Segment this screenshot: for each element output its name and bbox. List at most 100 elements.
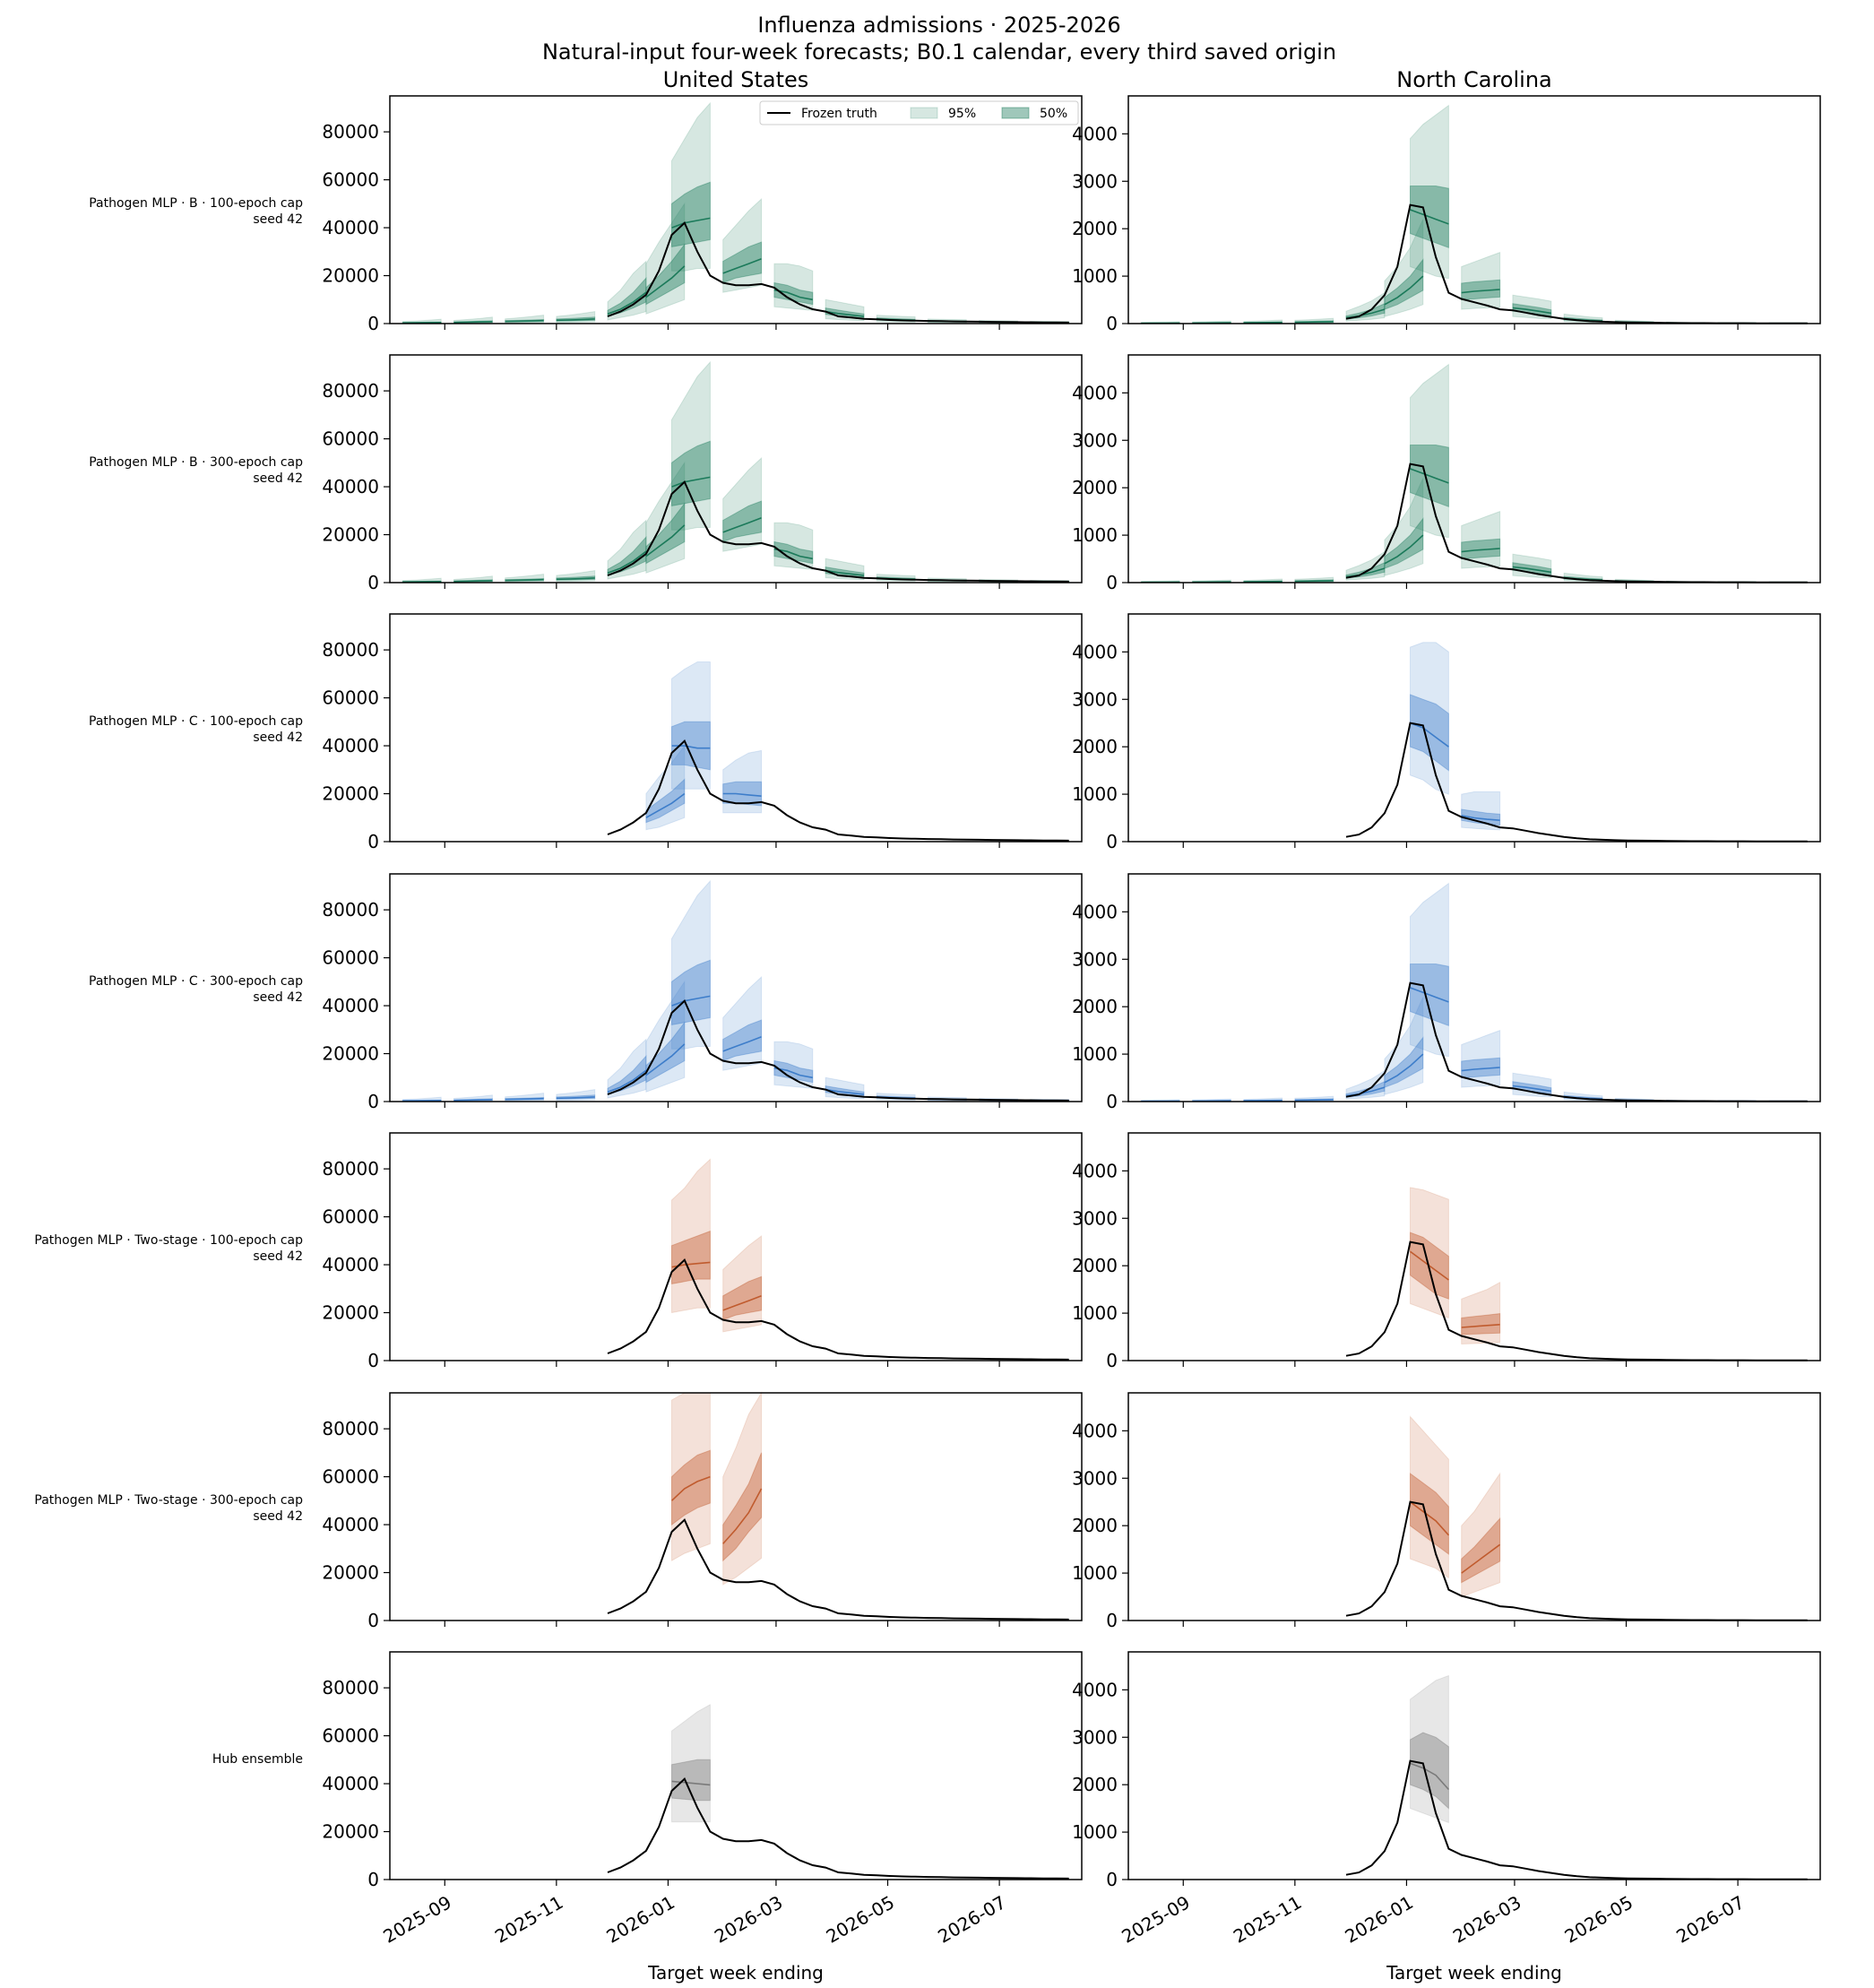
column-title: North Carolina (1396, 67, 1552, 92)
row-label: Pathogen MLP · C · 100-epoch cap (89, 714, 303, 729)
x-tick-label: 2026-05 (823, 1891, 898, 1948)
axes-frame (389, 1132, 1083, 1361)
band-50 (722, 1019, 763, 1062)
y-tick-label: 0 (367, 1610, 379, 1631)
y-tick-label: 4000 (1072, 1160, 1118, 1181)
y-tick-label: 3000 (1072, 170, 1118, 192)
median-line (722, 792, 762, 797)
row-seed-label: seed 42 (253, 990, 303, 1005)
y-tick-label: 1000 (1072, 1043, 1118, 1065)
y-tick-label: 2000 (1072, 477, 1118, 498)
x-tick-label: 2025-11 (1230, 1891, 1305, 1948)
median-line (1461, 1324, 1500, 1328)
panel: 0 1000 2000 3000 4000 2025-09 2025-11 2026-01 20… (1072, 1651, 1821, 1984)
band-95 (1345, 550, 1386, 581)
axes-frame (389, 354, 1083, 583)
axes-frame (1127, 1651, 1821, 1880)
y-tick-label: 80000 (322, 380, 379, 402)
axes-frame (1127, 95, 1821, 324)
band-95 (722, 1235, 763, 1333)
median-line (453, 1099, 493, 1102)
band-95 (1410, 1415, 1449, 1579)
band-95 (1410, 882, 1449, 1058)
y-tick-label: 2000 (1072, 736, 1118, 757)
y-tick-label: 20000 (322, 1302, 379, 1324)
row-seed-label: seed 42 (253, 1509, 303, 1524)
band-50 (671, 181, 711, 247)
median-line (453, 321, 493, 324)
median-line (607, 550, 647, 575)
band-50 (1384, 258, 1424, 310)
x-axis-label: Target week ending (647, 1962, 824, 1984)
median-line (671, 217, 711, 229)
y-tick-label: 4000 (1072, 641, 1118, 662)
median-line (645, 265, 686, 298)
band-95 (773, 1041, 814, 1089)
band-50 (1384, 517, 1424, 569)
median-line (773, 1067, 813, 1079)
legend: Frozen truth 95% 50% (759, 100, 1079, 125)
legend-box (759, 100, 1079, 125)
median-line (1461, 1067, 1500, 1072)
y-tick-label: 80000 (322, 639, 379, 661)
median-line (453, 580, 493, 583)
y-tick-label: 40000 (322, 476, 379, 497)
truth-line (607, 480, 1069, 583)
axes-frame (1127, 354, 1821, 583)
x-tick-label: 2026-03 (1449, 1891, 1524, 1948)
y-tick-label: 0 (367, 831, 379, 852)
y-tick-label: 40000 (322, 1254, 379, 1275)
median-line (722, 1488, 763, 1544)
y-tick-label: 1000 (1072, 524, 1118, 546)
band-95 (773, 522, 814, 570)
axes-frame (389, 613, 1083, 843)
band-95 (722, 749, 763, 814)
band-50 (671, 959, 711, 1025)
y-tick-label: 40000 (322, 1773, 379, 1794)
median-line (505, 319, 544, 323)
median-line (1512, 1085, 1551, 1093)
truth-line (607, 999, 1069, 1102)
y-tick-label: 60000 (322, 947, 379, 969)
y-tick-label: 2000 (1072, 1255, 1118, 1276)
y-tick-label: 4000 (1072, 123, 1118, 144)
band-95 (1345, 1069, 1386, 1100)
band-95 (1384, 219, 1424, 317)
median-line (722, 517, 762, 533)
band-95 (1410, 363, 1449, 539)
y-tick-label: 80000 (322, 1158, 379, 1180)
median-line (1410, 722, 1449, 748)
figure-subtitle: Natural-input four-week forecasts; B0.1 … (542, 39, 1336, 65)
band-50 (1384, 1036, 1424, 1088)
band-95 (1410, 642, 1449, 795)
axes-frame (389, 1392, 1083, 1621)
y-tick-label: 2000 (1072, 996, 1118, 1017)
band-50 (773, 540, 814, 565)
band-50 (671, 440, 711, 506)
x-tick-label: 2026-07 (1672, 1891, 1748, 1948)
y-tick-label: 4000 (1072, 901, 1118, 922)
y-tick-label: 4000 (1072, 382, 1118, 403)
band-50 (671, 1230, 711, 1284)
truth-line (607, 221, 1069, 324)
median-line (1384, 1053, 1424, 1084)
median-line (671, 1780, 711, 1786)
band-50 (1461, 1313, 1501, 1335)
y-tick-label: 3000 (1072, 429, 1118, 451)
band-95 (1461, 1029, 1501, 1088)
y-tick-label: 3000 (1072, 1726, 1118, 1748)
median-line (1410, 468, 1449, 484)
band-50 (773, 281, 814, 306)
row-label: Pathogen MLP · B · 100-epoch cap (89, 196, 303, 211)
x-tick-label: 2026-05 (1561, 1891, 1637, 1948)
band-50 (722, 500, 763, 543)
x-axis-label: Target week ending (1386, 1962, 1562, 1984)
median-line (1384, 534, 1424, 565)
band-95 (1410, 104, 1449, 280)
y-tick-label: 60000 (322, 428, 379, 450)
y-tick-label: 60000 (322, 1725, 379, 1747)
y-tick-label: 0 (367, 313, 379, 334)
y-tick-label: 20000 (322, 1043, 379, 1065)
median-line (1461, 815, 1500, 821)
y-tick-label: 20000 (322, 783, 379, 805)
